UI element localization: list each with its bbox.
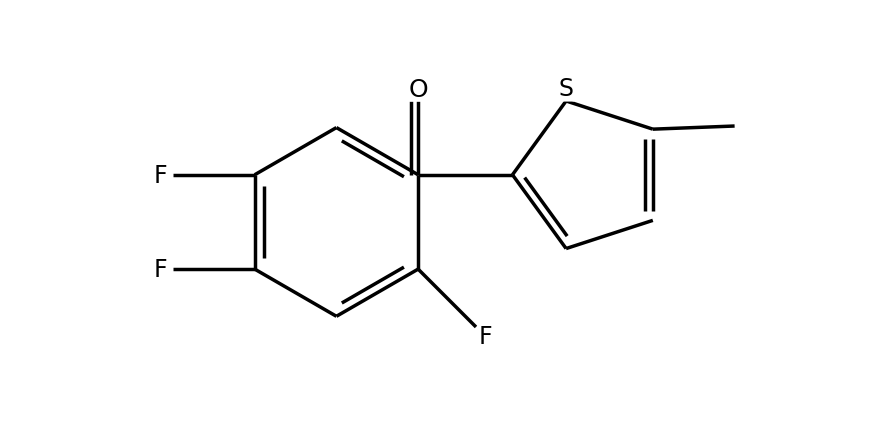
- Text: S: S: [559, 77, 573, 101]
- Text: F: F: [154, 164, 167, 187]
- Text: F: F: [154, 257, 167, 282]
- Text: O: O: [408, 78, 428, 101]
- Text: F: F: [479, 325, 492, 348]
